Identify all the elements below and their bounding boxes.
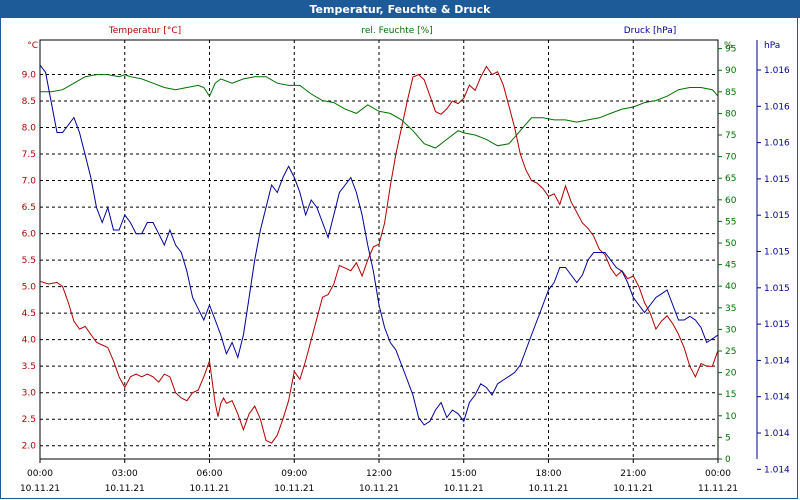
pressure-tick-label: 1.015 [764,248,790,258]
x-tick-date: 10.11.21 [105,484,145,494]
temperature-series-line [39,65,719,444]
humidity-tick-label: 50 [725,239,737,249]
x-tick-time: 09:00 [281,469,307,479]
pressure-tick-label: 1.015 [764,320,790,330]
humidity-tick-label: 20 [725,369,737,379]
temperature-tick-label: 6.0 [22,230,37,240]
x-tick-time: 15:00 [451,469,477,479]
pressure-tick-label: 1.014 [764,356,790,366]
x-tick-time: 03:00 [112,469,138,479]
pressure-series-line [39,64,719,426]
pressure-unit-label: hPa [764,41,780,51]
pressure-tick-label: 1.015 [764,284,790,294]
humidity-tick-label: 5 [725,433,731,443]
x-tick-date: 10.11.21 [444,484,484,494]
pressure-tick-label: 1.014 [764,429,790,439]
humidity-tick-label: 65 [725,174,736,184]
temperature-axis-title: Temperatur [°C] [108,26,181,36]
x-tick-date: 10.11.21 [528,484,568,494]
x-tick-date: 10.11.21 [274,484,314,494]
temperature-tick-label: 7.0 [22,177,37,187]
temperature-tick-label: 3.5 [22,362,36,372]
temperature-tick-label: 3.0 [22,389,37,399]
x-tick-time: 00:00 [27,469,53,479]
x-tick-date: 10.11.21 [359,484,399,494]
x-tick-date: 10.11.21 [613,484,653,494]
x-tick-time: 12:00 [366,469,392,479]
x-tick-date: 10.11.21 [20,484,60,494]
temperature-tick-label: 2.0 [22,442,37,452]
humidity-tick-label: 95 [725,45,736,55]
x-tick-time: 18:00 [536,469,562,479]
humidity-tick-label: 80 [725,109,737,119]
pressure-tick-label: 1.015 [764,211,790,221]
humidity-tick-label: 0 [725,455,731,465]
pressure-tick-label: 1.016 [764,102,790,112]
humidity-tick-label: 35 [725,304,736,314]
humidity-tick-label: 45 [725,261,736,271]
x-tick-date: 11.11.21 [698,484,738,494]
x-tick-time: 00:00 [705,469,731,479]
humidity-tick-label: 60 [725,196,737,206]
temperature-tick-label: 6.5 [22,203,36,213]
x-tick-time: 06:00 [197,469,223,479]
temperature-tick-label: 2.5 [22,415,36,425]
pressure-tick-label: 1.016 [764,66,790,76]
pressure-axis-title: Druck [hPa] [624,26,677,36]
humidity-tick-label: 40 [725,282,737,292]
x-tick-date: 10.11.21 [189,484,229,494]
humidity-tick-label: 30 [725,325,737,335]
temperature-tick-label: 7.5 [22,150,36,160]
humidity-tick-label: 90 [725,66,737,76]
humidity-axis-title: rel. Feuchte [%] [361,26,432,36]
chart-title: Temperatur, Feuchte & Druck [0,0,800,18]
temperature-unit-label: °C [27,41,38,51]
temperature-tick-label: 4.0 [22,336,37,346]
humidity-tick-label: 55 [725,217,736,227]
humidity-tick-label: 70 [725,153,737,163]
temperature-tick-label: 8.0 [22,124,37,134]
humidity-tick-label: 15 [725,390,736,400]
humidity-series-line [40,74,719,149]
temperature-tick-label: 8.5 [22,97,36,107]
pressure-tick-label: 1.014 [764,393,790,403]
x-tick-time: 21:00 [620,469,646,479]
temperature-tick-label: 5.0 [22,283,37,293]
humidity-tick-label: 10 [725,412,737,422]
humidity-unit-label: % [724,41,733,51]
pressure-tick-label: 1.016 [764,139,790,149]
humidity-tick-label: 85 [725,88,736,98]
humidity-tick-label: 75 [725,131,736,141]
pressure-tick-label: 1.015 [764,175,790,185]
temperature-tick-label: 4.5 [22,309,36,319]
temperature-tick-label: 5.5 [22,256,36,266]
temperature-tick-label: 9.0 [22,70,37,80]
pressure-tick-label: 1.014 [764,465,790,475]
humidity-tick-label: 25 [725,347,736,357]
